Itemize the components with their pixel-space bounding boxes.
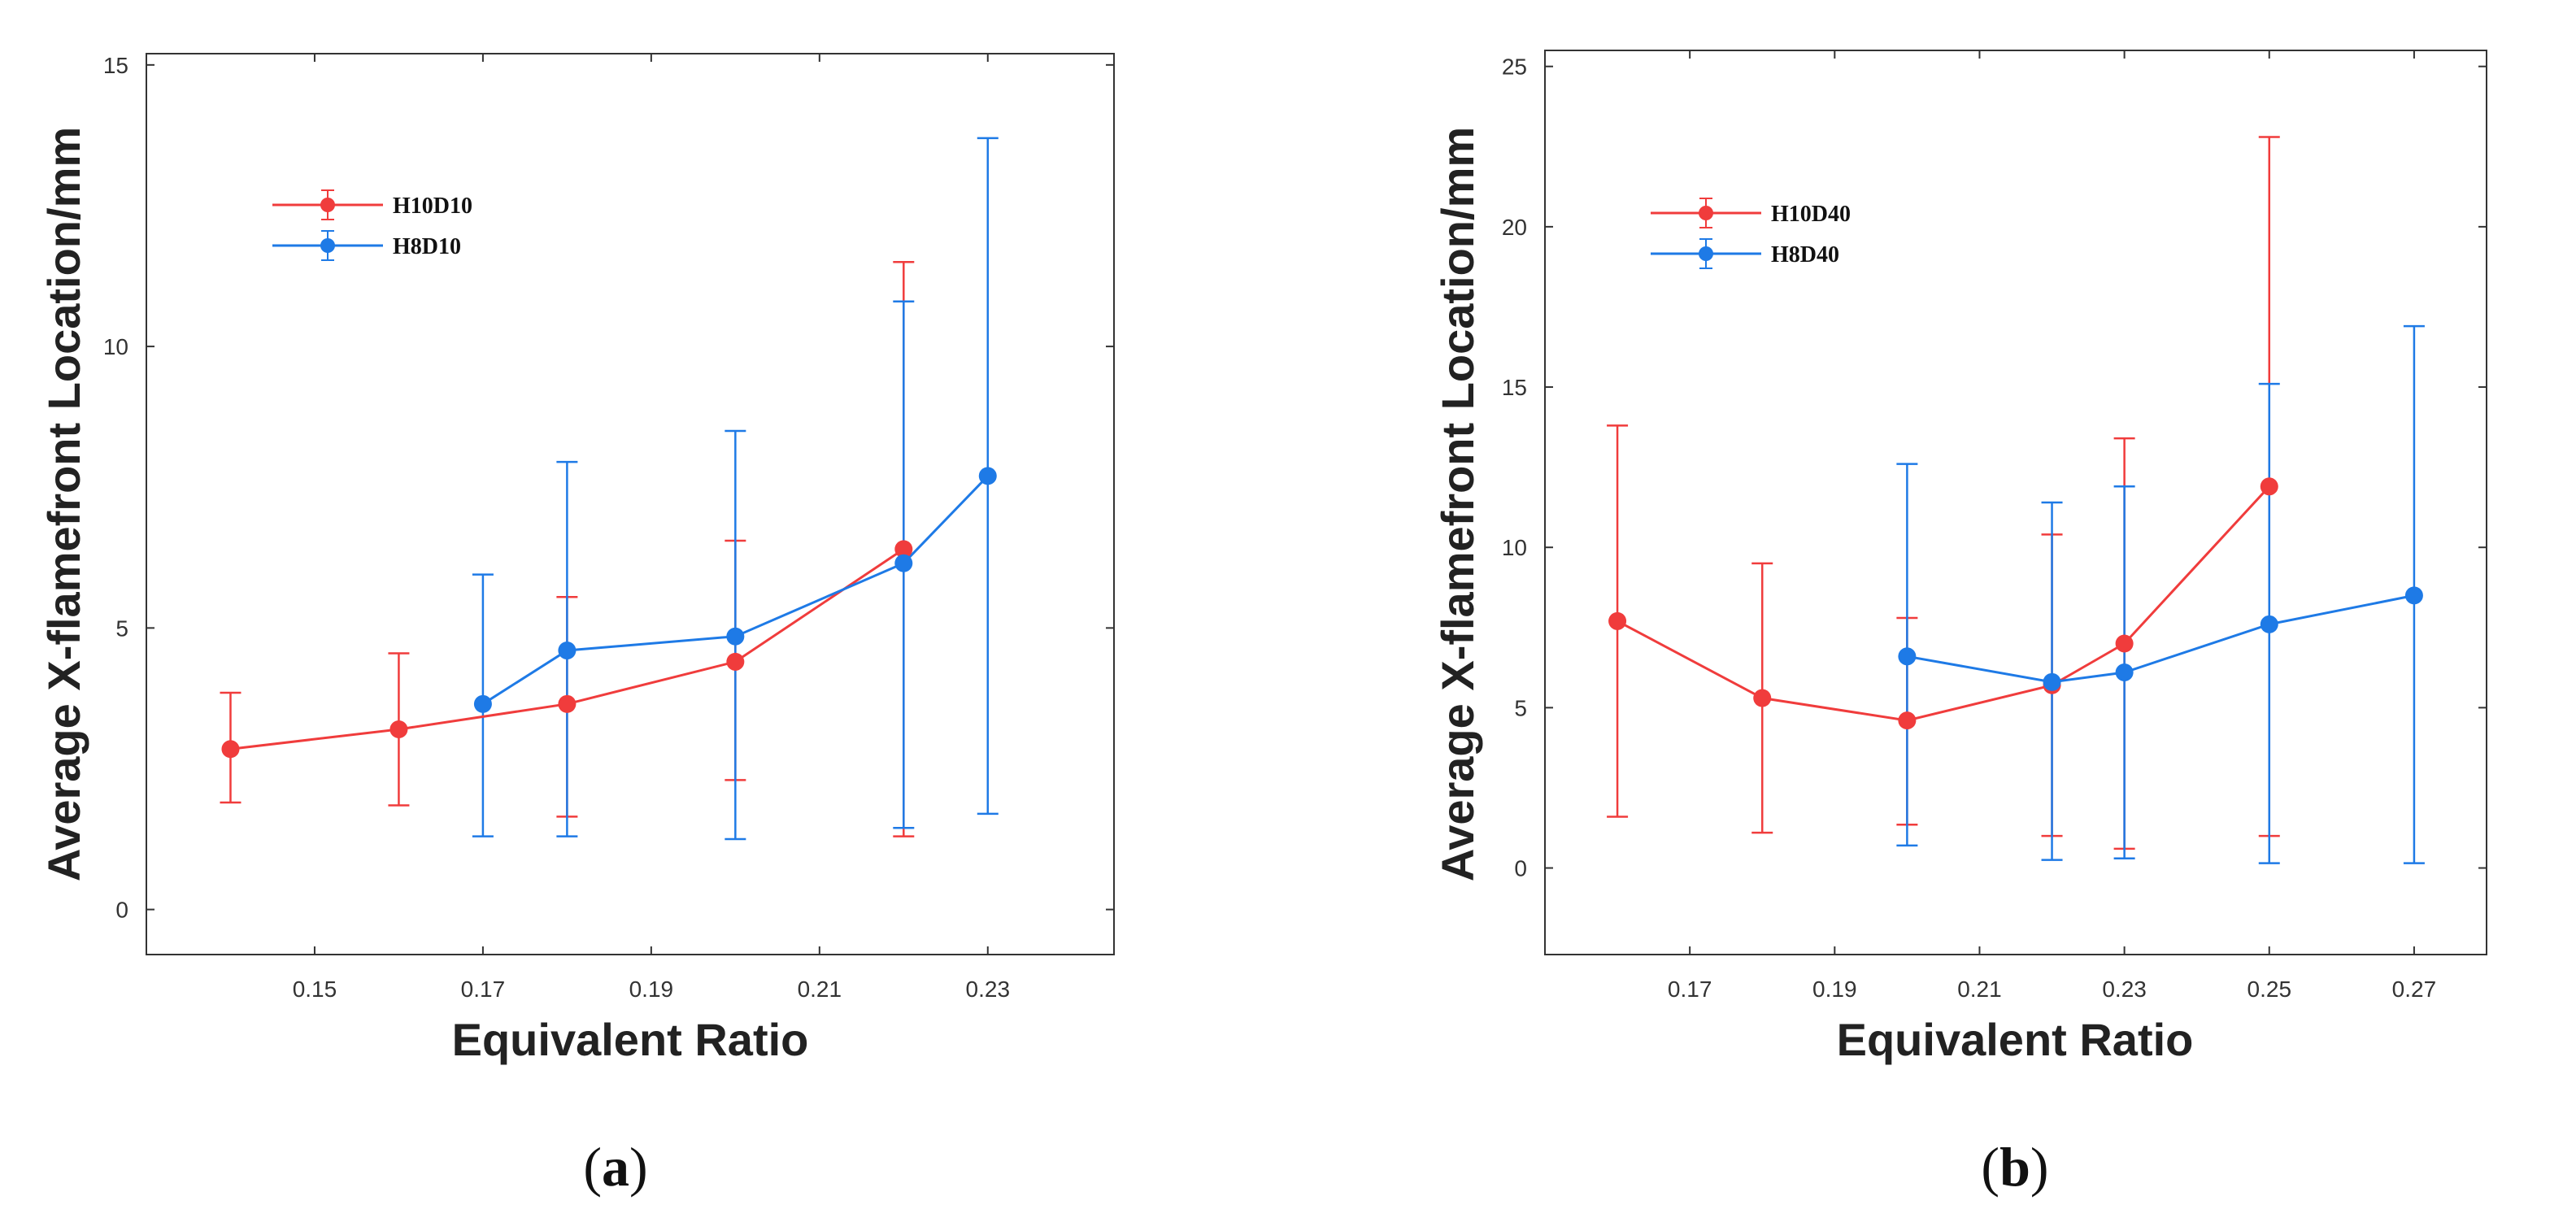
data-point-H10D10 (894, 540, 913, 559)
x-tick-label: 0.27 (2392, 977, 2437, 1002)
legend-label-H8D10: H8D10 (393, 234, 461, 259)
y-tick-label: 10 (103, 334, 128, 359)
legend-marker-H10D40 (1699, 206, 1713, 220)
data-point-H8D10 (473, 694, 492, 713)
panel-label: (b) (1981, 1136, 2048, 1198)
series-line-H10D40 (1617, 485, 2270, 722)
legend-label-H10D40: H10D40 (1771, 202, 1851, 227)
x-tick-label: 0.19 (1812, 977, 1857, 1002)
x-axis-label: Equivalent Ratio (1837, 1014, 2194, 1065)
data-point-H8D10 (558, 642, 577, 660)
legend-label-H8D40: H8D40 (1771, 242, 1839, 268)
y-tick-label: 20 (1502, 215, 1527, 240)
x-tick-label: 0.25 (2247, 977, 2292, 1002)
data-point-H10D10 (726, 652, 745, 671)
y-tick-label: 0 (115, 898, 128, 923)
x-tick-label: 0.19 (629, 977, 674, 1002)
data-point-H10D10 (558, 694, 577, 713)
x-axis-label: Equivalent Ratio (452, 1014, 809, 1065)
y-tick-label: 15 (1502, 375, 1527, 400)
legend: H10D40 H8D40 (1651, 198, 1851, 269)
y-tick-label: 25 (1502, 54, 1527, 80)
data-point-H8D10 (894, 554, 913, 572)
x-tick-label: 0.15 (293, 977, 337, 1002)
data-point-H8D40 (1898, 647, 1917, 666)
data-point-H8D10 (726, 627, 745, 646)
data-point-H10D40 (1753, 689, 1772, 707)
y-tick-label: 5 (1514, 695, 1527, 720)
legend-label-H10D10: H10D10 (393, 194, 472, 219)
data-point-H10D40 (1608, 611, 1627, 630)
plot-frame (1544, 50, 2487, 955)
x-tick-label: 0.17 (1668, 977, 1712, 1002)
legend-marker-H8D10 (320, 238, 335, 253)
y-axis-label: Average X-flamefront Location/mm (1432, 127, 1483, 881)
legend-marker-H10D10 (320, 198, 335, 212)
data-point-H8D40 (2115, 663, 2134, 681)
chart-a: 0.15 0.17 0.19 0.21 0.23 0 5 10 15 H10D10 H8D10 E… (38, 53, 1115, 1198)
x-tick-label: 0.23 (2102, 977, 2147, 1002)
data-point-H8D40 (2043, 672, 2061, 691)
legend: H10D10 H8D10 (272, 189, 472, 261)
plot-frame (146, 53, 1115, 955)
x-tick-label: 0.17 (461, 977, 506, 1002)
data-point-H10D10 (389, 720, 408, 738)
legend-marker-H8D40 (1699, 246, 1713, 261)
x-tick-label: 0.21 (798, 977, 842, 1002)
y-tick-label: 5 (115, 616, 128, 641)
panel-label: (a) (583, 1136, 647, 1198)
data-point-H10D40 (2115, 634, 2134, 653)
data-point-H10D40 (1898, 711, 1917, 730)
data-point-H8D10 (978, 467, 997, 485)
data-point-H10D40 (2260, 477, 2278, 496)
x-tick-label: 0.23 (966, 977, 1011, 1002)
data-point-H8D40 (2404, 586, 2423, 605)
data-point-H10D10 (221, 740, 240, 759)
chart-b: 0.17 0.19 0.21 0.23 0.25 0.27 0 5 10 15 20 25 H10D4… (1432, 50, 2487, 1198)
y-tick-label: 15 (103, 53, 128, 78)
y-tick-label: 0 (1514, 856, 1527, 881)
x-tick-label: 0.21 (1957, 977, 2002, 1002)
y-tick-label: 10 (1502, 535, 1527, 560)
data-point-H8D40 (2260, 615, 2278, 633)
y-axis-label: Average X-flamefront Location/mm (38, 127, 89, 881)
